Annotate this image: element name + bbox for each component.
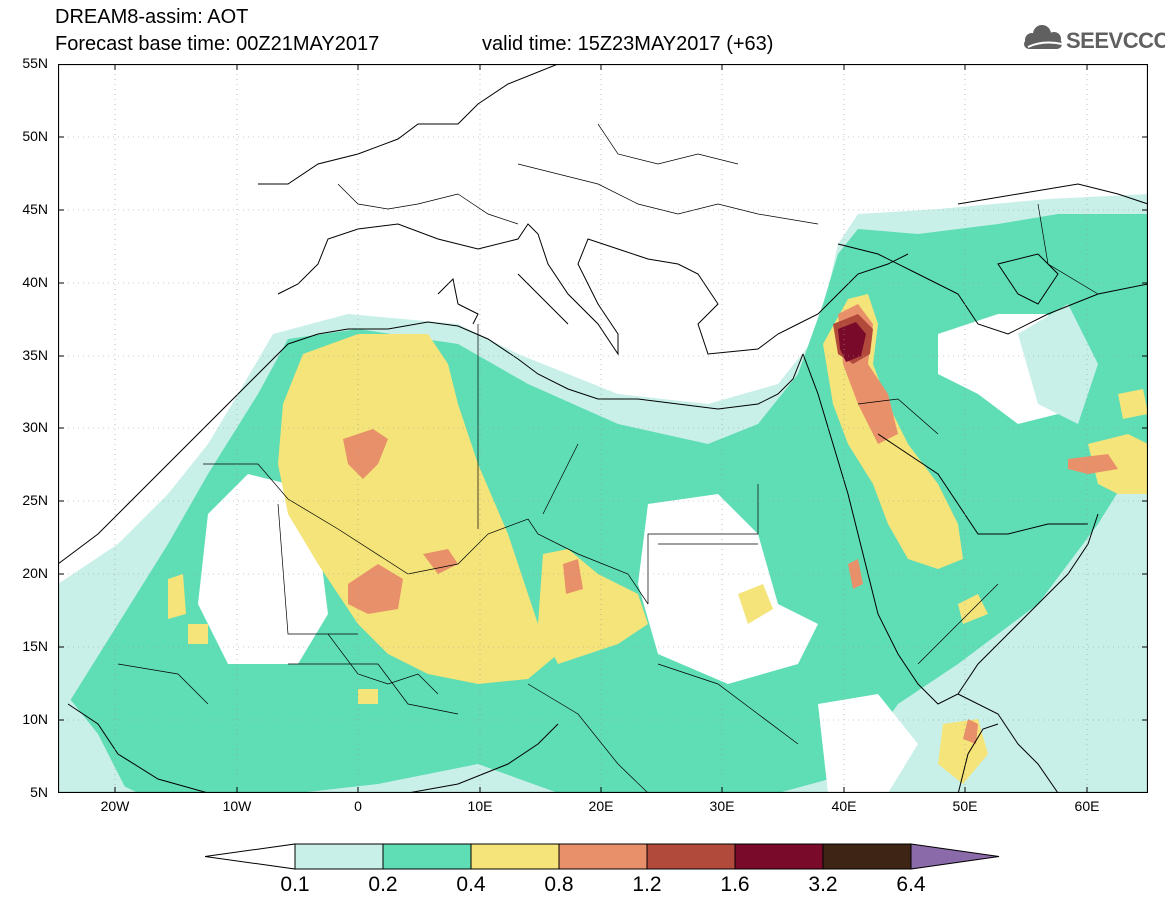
logo-text: SEEVCCC [1066,28,1165,53]
colorbar-label-0.4: 0.4 [456,873,486,896]
colorbar-bin-0.2 [382,843,472,870]
aot-map [58,64,1148,793]
colorbar-above [910,843,1000,870]
colorbar-bin-1.6 [734,843,824,870]
colorbar-label-3.2: 3.2 [808,873,838,896]
lon-label-0: 0 [354,798,362,814]
colorbar-bin-3.2 [822,843,912,870]
aot-field-low-regions [58,304,1098,793]
lat-label-45n: 45N [22,201,48,217]
colorbar-label-1.6: 1.6 [720,873,750,896]
country-borders [117,123,1099,793]
lon-label-10e: 10E [467,798,493,814]
lat-label-50n: 50N [22,128,48,144]
lat-label-30n: 30N [22,419,48,435]
axis-ticks [58,64,1148,793]
colorbar-label-0.1: 0.1 [280,873,310,896]
lat-label-20n: 20N [22,565,48,581]
map-title: DREAM8-assim: AOT [55,6,249,28]
lon-label-20e: 20E [588,798,614,814]
lat-label-40n: 40N [22,274,48,290]
colorbar-below [205,843,296,870]
lon-label-30e: 30E [709,798,735,814]
lat-label-15n: 15N [22,638,48,654]
colorbar-bin-0.4 [470,843,560,870]
colorbar-label-0.8: 0.8 [544,873,574,896]
lat-label-10n: 10N [22,711,48,727]
map-grid [58,64,1148,793]
lon-label-60e: 60E [1074,798,1100,814]
valid-time: valid time: 15Z23MAY2017 (+63) [482,33,774,55]
colorbar-label-6.4: 6.4 [896,873,926,896]
lat-label-25n: 25N [22,492,48,508]
aot-field-1.6 [838,322,866,362]
colorbar-bin-0.1 [294,843,384,870]
colorbar-bin-1.2 [646,843,736,870]
coastlines [58,64,1148,793]
lat-label-35n: 35N [22,347,48,363]
lon-label-40e: 40E [831,798,857,814]
lat-label-55n: 55N [22,55,48,71]
lat-label-5n: 5N [30,784,48,800]
colorbar-bin-0.8 [558,843,648,870]
lon-label-50e: 50E [952,798,978,814]
colorbar-label-1.2: 1.2 [632,873,662,896]
seevccc-logo [1024,25,1063,49]
forecast-base-time: Forecast base time: 00Z21MAY2017 [55,33,380,55]
colorbar-label-0.2: 0.2 [368,873,398,896]
lon-label-10w: 10W [222,798,252,814]
colorbar [205,843,1000,870]
lon-label-20w: 20W [100,798,130,814]
